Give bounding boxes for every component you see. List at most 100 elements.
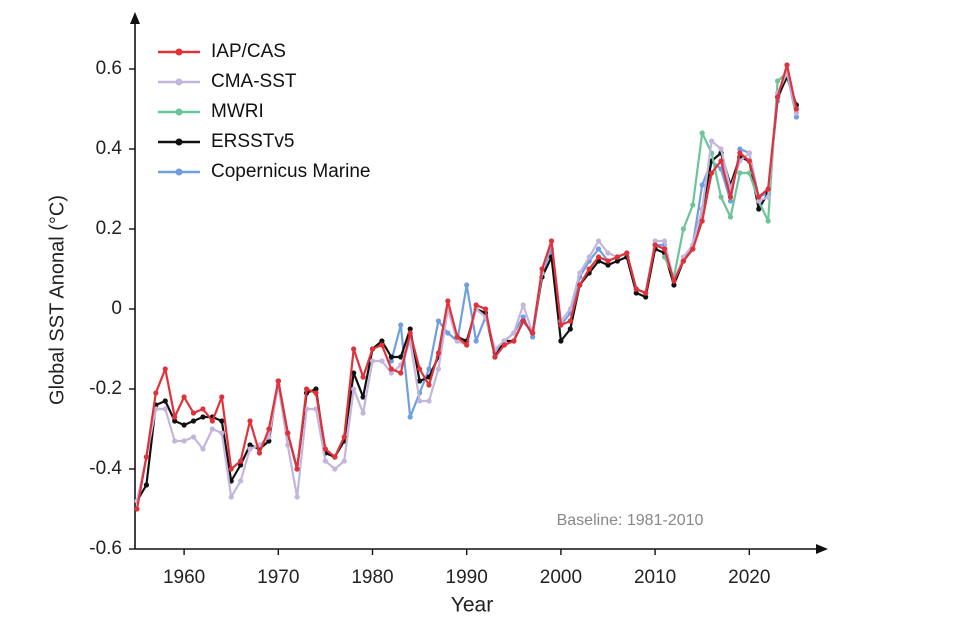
data-point bbox=[162, 398, 168, 404]
data-point bbox=[360, 374, 366, 380]
data-point bbox=[746, 150, 752, 156]
data-point bbox=[727, 214, 734, 220]
data-point bbox=[784, 62, 790, 68]
data-point bbox=[464, 342, 470, 348]
data-point bbox=[313, 406, 319, 412]
data-point bbox=[709, 138, 715, 144]
data-point bbox=[275, 378, 281, 384]
data-point bbox=[388, 370, 394, 376]
data-point bbox=[417, 366, 423, 372]
data-point bbox=[238, 458, 244, 464]
data-point bbox=[313, 386, 319, 392]
data-point bbox=[595, 238, 602, 244]
data-point bbox=[473, 338, 479, 344]
data-point bbox=[558, 338, 564, 344]
y-axis-arrow bbox=[130, 12, 140, 24]
data-point bbox=[709, 170, 715, 176]
data-point bbox=[530, 334, 536, 340]
data-point bbox=[765, 218, 771, 224]
y-axis-label: Global SST Anonal (°C) bbox=[46, 195, 68, 405]
data-point bbox=[435, 318, 442, 324]
data-point bbox=[605, 258, 611, 264]
data-point bbox=[727, 198, 734, 204]
data-point bbox=[765, 194, 771, 200]
data-point bbox=[737, 170, 743, 176]
data-point bbox=[793, 114, 800, 120]
legend-label: ERSSTv5 bbox=[211, 131, 294, 152]
data-point bbox=[671, 278, 677, 284]
data-point bbox=[718, 158, 724, 164]
data-point bbox=[746, 158, 752, 164]
data-point bbox=[153, 390, 159, 396]
data-point bbox=[398, 354, 404, 360]
data-point bbox=[520, 302, 526, 308]
data-point bbox=[520, 318, 526, 324]
data-point bbox=[313, 390, 319, 396]
data-point bbox=[322, 446, 328, 452]
data-point bbox=[332, 454, 338, 460]
data-point bbox=[793, 106, 800, 112]
data-point bbox=[501, 342, 507, 348]
data-point bbox=[793, 110, 800, 116]
data-point bbox=[285, 442, 291, 448]
data-point bbox=[426, 382, 432, 388]
data-point bbox=[577, 270, 583, 276]
x-axis-arrow bbox=[816, 544, 828, 554]
data-point bbox=[398, 370, 404, 376]
data-point bbox=[351, 346, 357, 352]
data-point bbox=[247, 446, 253, 452]
legend-marker bbox=[175, 78, 183, 86]
data-point bbox=[586, 254, 592, 260]
data-point bbox=[680, 258, 686, 264]
data-point bbox=[369, 346, 376, 352]
data-point bbox=[567, 326, 573, 332]
data-point bbox=[511, 330, 517, 336]
data-point bbox=[190, 418, 197, 424]
data-point bbox=[774, 94, 781, 100]
data-point bbox=[341, 458, 347, 464]
x-tick-label: 2010 bbox=[634, 567, 676, 588]
data-point bbox=[228, 494, 234, 500]
data-point bbox=[219, 394, 225, 400]
data-point bbox=[228, 466, 234, 472]
data-point bbox=[181, 438, 187, 444]
data-point bbox=[407, 330, 413, 336]
data-point bbox=[454, 334, 460, 340]
data-point bbox=[172, 414, 178, 420]
data-point bbox=[661, 246, 668, 252]
data-point bbox=[360, 394, 366, 400]
data-point bbox=[690, 202, 696, 208]
data-point bbox=[219, 418, 225, 424]
annotation: Baseline: 1981-2010 bbox=[557, 512, 704, 529]
legend-marker bbox=[175, 48, 183, 56]
data-point bbox=[567, 306, 573, 312]
data-point bbox=[294, 466, 300, 472]
data-point bbox=[407, 326, 413, 332]
data-point bbox=[172, 438, 178, 444]
x-tick-label: 1960 bbox=[163, 567, 205, 588]
data-point bbox=[605, 262, 611, 268]
data-point bbox=[539, 266, 545, 272]
data-point bbox=[369, 358, 376, 364]
data-point bbox=[200, 414, 206, 420]
data-point bbox=[520, 314, 526, 320]
data-point bbox=[633, 286, 639, 292]
data-point bbox=[652, 238, 658, 244]
y-tick-label: 0.6 bbox=[96, 58, 122, 79]
data-point bbox=[341, 434, 347, 440]
data-point bbox=[586, 266, 592, 272]
x-tick-label: 1970 bbox=[257, 567, 299, 588]
data-point bbox=[445, 298, 451, 304]
data-point bbox=[746, 170, 752, 176]
x-tick-label: 1980 bbox=[351, 567, 393, 588]
data-point bbox=[445, 330, 451, 336]
data-point bbox=[209, 418, 215, 424]
data-point bbox=[143, 454, 150, 460]
data-point bbox=[360, 410, 366, 416]
data-point bbox=[737, 150, 743, 156]
y-tick-label: 0.2 bbox=[96, 218, 122, 239]
legend-marker bbox=[175, 108, 183, 116]
legend-marker bbox=[175, 138, 183, 146]
data-point bbox=[756, 198, 762, 204]
data-point bbox=[190, 434, 197, 440]
